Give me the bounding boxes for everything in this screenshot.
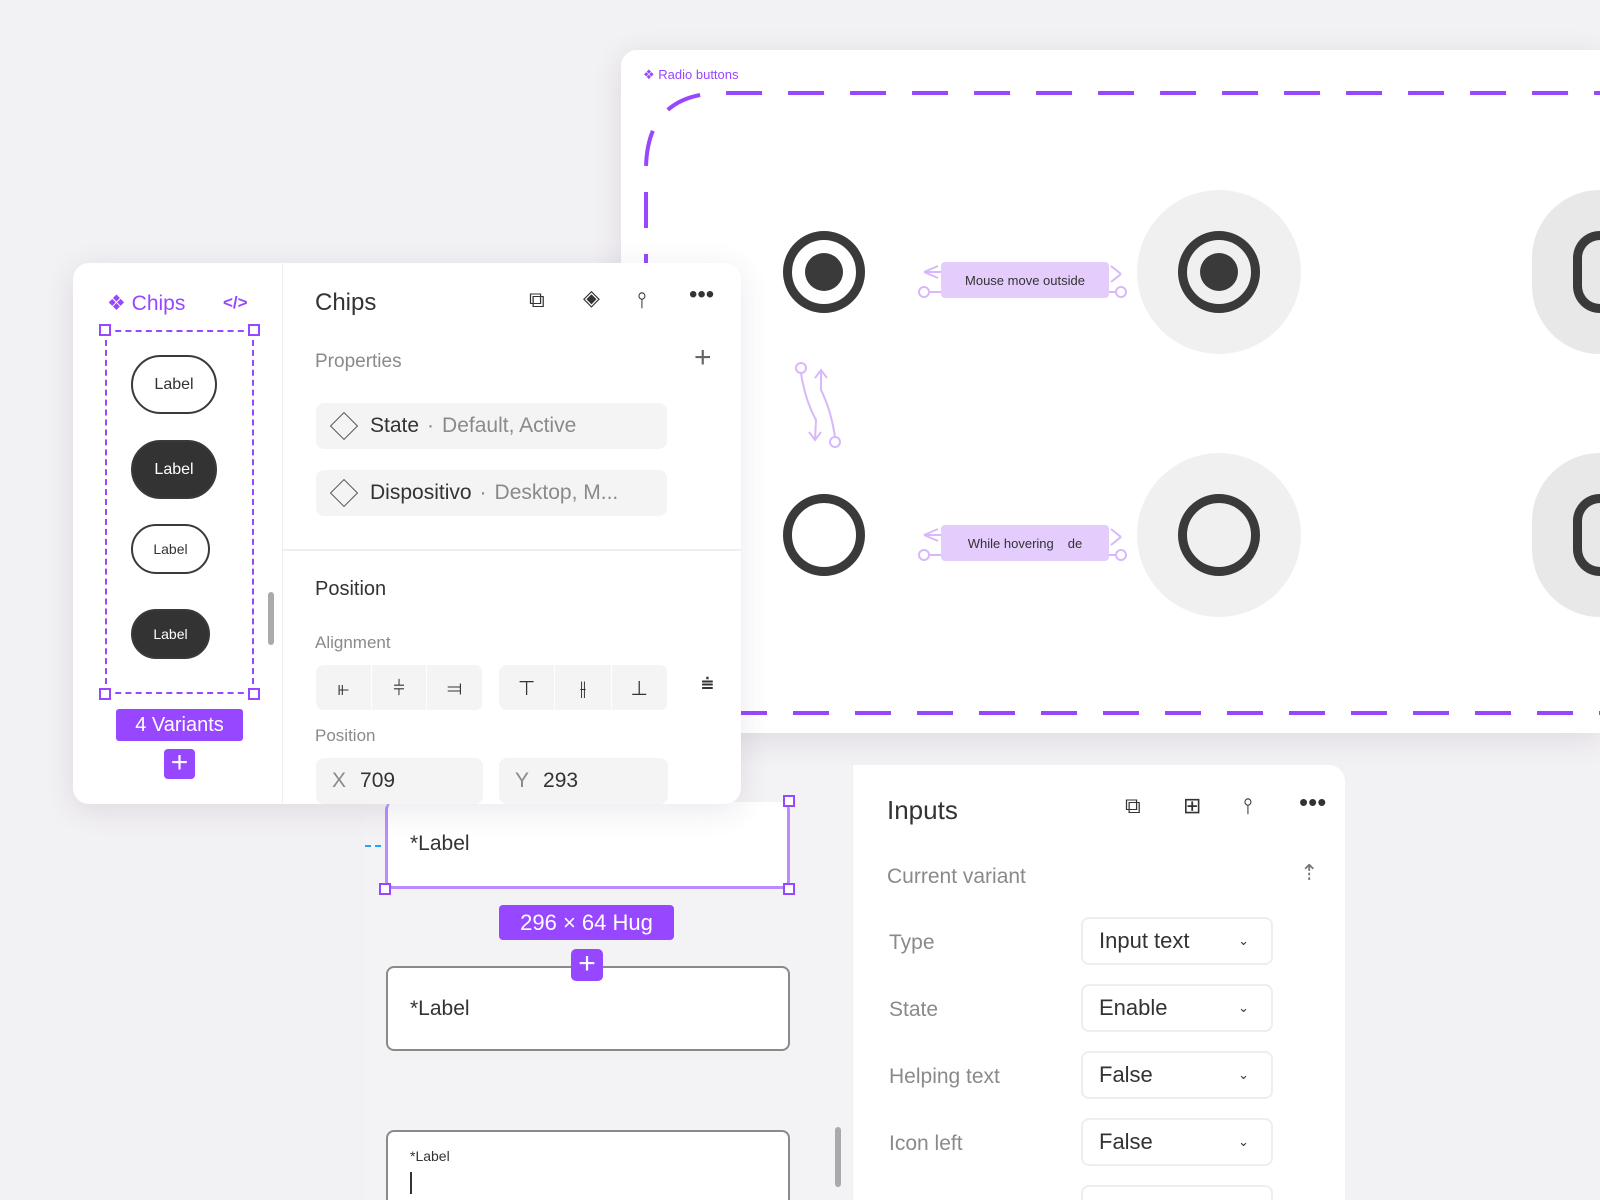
prototype-connector-icon [795,362,841,448]
scrollbar[interactable] [835,1127,841,1187]
add-property-icon[interactable]: + [694,341,712,374]
push-changes-icon[interactable]: ⇡ [1300,860,1319,885]
panel-title: Chips [315,289,377,316]
variants-badge: 4 Variants [116,709,243,741]
chip-active-small[interactable]: Label [131,609,210,659]
chip-default[interactable]: Label [131,355,217,414]
resize-handle[interactable] [783,795,795,807]
align-right-icon[interactable]: ⫤ [427,665,484,710]
code-icon[interactable]: </> [223,293,248,312]
radio-selected-hover[interactable] [1178,231,1260,313]
component-header[interactable]: ❖ Chips [107,292,186,315]
row-label: State [889,998,939,1021]
resize-handle[interactable] [99,688,111,700]
distribute-icon[interactable]: ⩧ [701,671,714,696]
more-icon[interactable]: ••• [1299,787,1327,817]
icon-left-select[interactable]: False ⌄ [1081,1118,1273,1166]
y-field[interactable]: Y 293 [499,758,668,804]
current-variant-label: Current variant [887,865,1026,888]
chevron-down-icon: ⌄ [1238,933,1249,948]
radio-unselected-hover[interactable] [1178,494,1260,576]
diamond-icon [329,411,359,441]
row-label: Type [889,931,935,954]
connector-arrows [918,265,1127,298]
chips-preview-column: ❖ Chips </> Label Label Label Label 4 Va… [73,263,283,804]
property-dispositivo[interactable]: Dispositivo · Desktop, M... [316,470,667,516]
adjustments-icon[interactable]: ⫯ [1243,793,1253,818]
align-left-icon[interactable]: ⫦ [316,665,372,710]
instance-swap-icon[interactable]: ⧉ [529,287,545,312]
horizontal-alignment: ⫦ ⫩ ⫤ [316,665,484,710]
alignment-label: Alignment [315,633,391,652]
resize-handle[interactable] [379,883,391,895]
divider [283,549,741,551]
scrollbar[interactable] [268,592,274,645]
diamond-icon [329,478,359,508]
resize-handle[interactable] [248,324,260,336]
radio-selected-pressed[interactable] [1573,231,1600,313]
add-variant-button[interactable]: + [164,748,195,779]
type-select[interactable]: Input text ⌄ [1081,917,1273,965]
size-badge: 296 × 64 Hug [499,905,674,940]
panel-title: Inputs [887,795,958,825]
property-state[interactable]: State · Default, Active [316,403,667,449]
chevron-down-icon: ⌄ [1238,1067,1249,1082]
helping-text-select[interactable]: False ⌄ [1081,1051,1273,1099]
spacing-guide [365,845,381,847]
next-select[interactable] [1081,1185,1273,1200]
trigger-while-hovering[interactable]: While hovering de [941,525,1109,561]
chevron-down-icon: ⌄ [1238,1134,1249,1149]
align-center-h-icon[interactable]: ⫩ [372,665,428,710]
text-cursor [410,1172,412,1194]
chips-card: ❖ Chips </> Label Label Label Label 4 Va… [73,263,741,804]
radio-buttons-frame: ❖ Radio buttons Mouse move outside While… [621,50,1600,733]
align-bottom-icon[interactable]: ⊥ [612,665,668,710]
variants-grid-icon[interactable]: ⊞ [1183,793,1202,818]
inputs-properties-panel: Inputs ⧉ ⊞ ⫯ ••• Current variant ⇡ Type … [852,765,1345,1200]
frame-label[interactable]: ❖ Radio buttons [643,67,739,82]
variant-selection-box [105,330,254,694]
resize-handle[interactable] [783,883,795,895]
align-middle-icon[interactable]: ⫲ [555,665,612,710]
properties-label: Properties [315,351,402,372]
resize-handle[interactable] [99,324,111,336]
position-label: Position [315,726,376,745]
inputs-canvas: *Label 296 × 64 Hug *Label + *Label [365,765,852,1200]
state-select[interactable]: Enable ⌄ [1081,984,1273,1032]
chips-properties-panel: Chips ⧉ ◈ ⫯ ••• Properties + State · Defau… [283,263,741,804]
component-icon: ❖ [643,67,659,82]
chip-default-small[interactable]: Label [131,524,210,574]
adjustments-icon[interactable]: ⫯ [637,287,647,312]
trigger-mouse-move-outside[interactable]: Mouse move outside [941,262,1109,298]
chevron-down-icon: ⌄ [1238,1000,1249,1015]
resize-handle[interactable] [248,688,260,700]
radio-unselected[interactable] [783,494,865,576]
input-focused[interactable]: *Label [386,1130,790,1200]
align-top-icon[interactable]: ⊤ [499,665,556,710]
position-heading: Position [315,578,387,600]
connector-arrows [918,528,1127,561]
more-icon[interactable]: ••• [689,281,715,308]
x-field[interactable]: X 709 [316,758,483,804]
radio-unselected-pressed[interactable] [1573,494,1600,576]
chip-active[interactable]: Label [131,440,217,499]
row-label: Helping text [889,1065,1000,1088]
component-icon: ❖ [107,292,132,315]
row-label: Icon left [889,1132,963,1155]
add-variant-button[interactable]: + [571,949,603,981]
radio-selected[interactable] [783,231,865,313]
vertical-alignment: ⊤ ⫲ ⊥ [499,665,668,710]
instance-swap-icon[interactable]: ⧉ [1125,793,1141,818]
add-property-diamond-icon[interactable]: ◈ [583,285,600,310]
input-selected[interactable]: *Label [385,802,790,889]
variant-set-dashed-border [644,91,1600,715]
